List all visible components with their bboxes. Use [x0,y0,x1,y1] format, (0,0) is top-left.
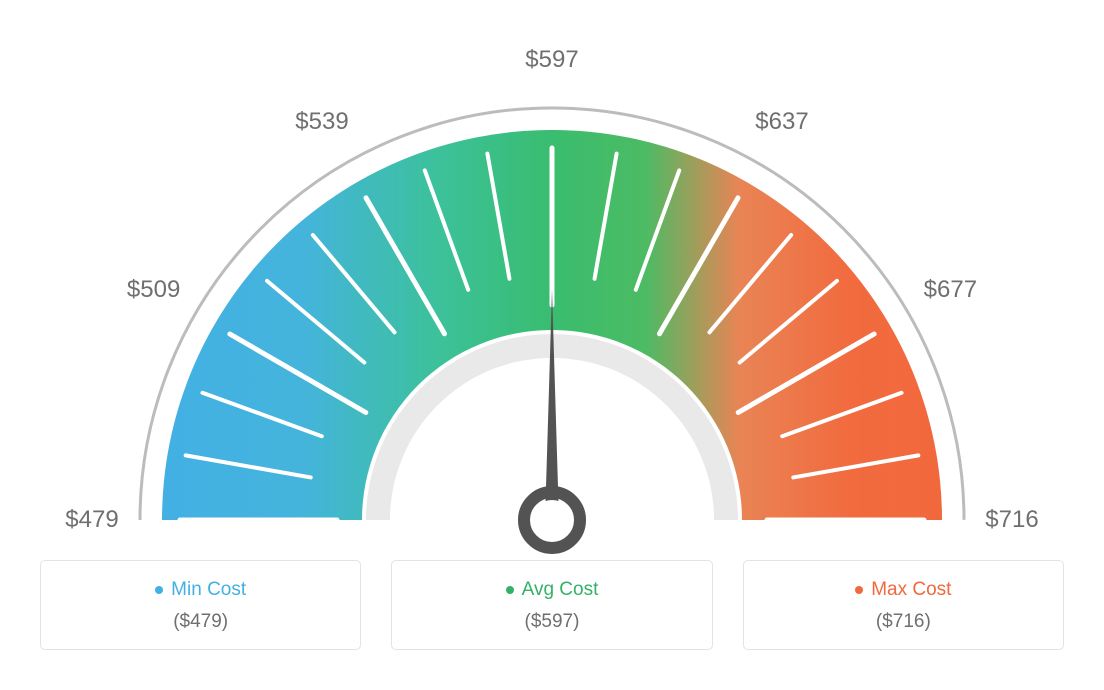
gauge-tick-label: $637 [755,108,808,136]
max-cost-card: Max Cost ($716) [743,560,1064,650]
avg-cost-value: ($597) [402,611,701,633]
dot-icon [506,586,514,594]
dot-icon [155,586,163,594]
avg-cost-card: Avg Cost ($597) [391,560,712,650]
gauge-tick-label: $539 [295,108,348,136]
gauge-tick-label: $597 [525,46,578,74]
min-cost-value: ($479) [51,611,350,633]
max-cost-label: Max Cost [871,579,951,601]
min-cost-card: Min Cost ($479) [40,560,361,650]
gauge-tick-label: $509 [127,276,180,304]
avg-cost-label: Avg Cost [522,579,599,601]
max-cost-title: Max Cost [855,579,951,601]
max-cost-value: ($716) [754,611,1053,633]
gauge-tick-label: $716 [985,506,1038,534]
min-cost-label: Min Cost [171,579,246,601]
dot-icon [855,586,863,594]
summary-cards: Min Cost ($479) Avg Cost ($597) Max Cost… [0,560,1104,680]
gauge-tick-label: $479 [65,506,118,534]
avg-cost-title: Avg Cost [506,579,599,601]
cost-gauge: $479 $509 $539 $597 $637 $677 $716 [0,0,1104,560]
min-cost-title: Min Cost [155,579,246,601]
gauge-tick-label: $677 [924,276,977,304]
